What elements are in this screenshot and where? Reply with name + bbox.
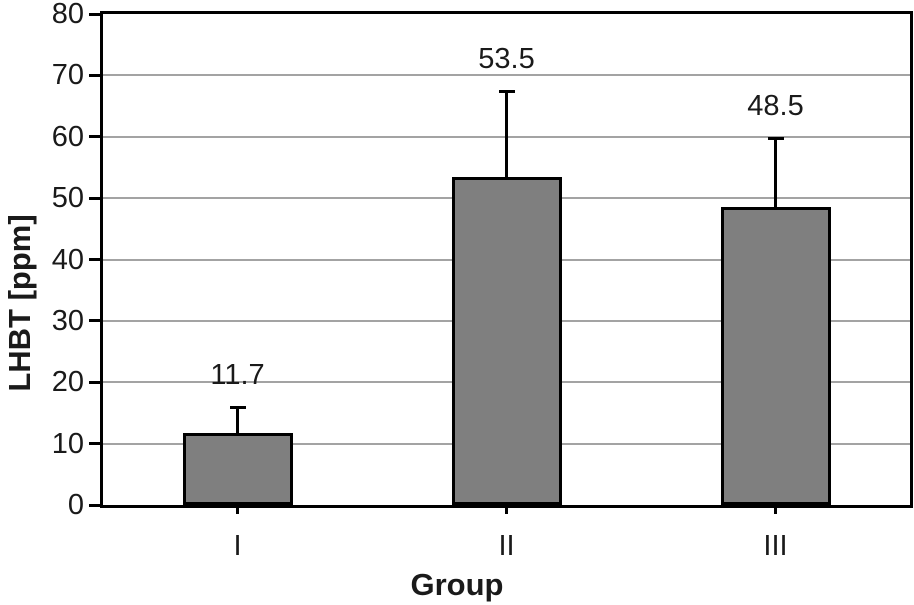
y-tick-label-70: 70 (51, 59, 84, 92)
bar-group-I (182, 433, 293, 505)
y-tick-mark-80 (89, 12, 100, 16)
y-tick-label-0: 0 (67, 489, 84, 521)
x-tick-label-II: II (498, 530, 515, 562)
error-bar-cap-I (229, 406, 246, 410)
gridline-70 (103, 74, 910, 77)
y-tick-mark-20 (89, 380, 100, 384)
x-tick-mark-III (774, 505, 777, 514)
value-label-III: 48.5 (747, 89, 804, 122)
y-tick-label-10: 10 (51, 427, 84, 460)
x-tick-label-I: I (233, 530, 242, 562)
y-tick-mark-60 (89, 135, 100, 139)
error-bar-cap-II (498, 90, 515, 94)
y-axis-title: LHBT [ppm] (2, 213, 37, 392)
y-tick-mark-10 (89, 442, 100, 446)
y-tick-label-50: 50 (51, 182, 84, 215)
y-tick-label-30: 30 (51, 304, 84, 337)
bar-group-II (451, 176, 562, 505)
x-axis-title: Group (410, 567, 504, 602)
y-tick-mark-40 (89, 258, 100, 261)
x-tick-mark-I (236, 505, 239, 514)
y-tick-mark-70 (89, 73, 100, 77)
value-label-II: 53.5 (478, 43, 535, 76)
error-bar-III (774, 136, 777, 208)
x-tick-mark-II (505, 505, 508, 514)
y-tick-label-80: 80 (51, 0, 84, 30)
value-label-I: 11.7 (210, 359, 265, 392)
y-tick-label-20: 20 (51, 366, 84, 399)
y-tick-label-60: 60 (51, 120, 84, 153)
plot-area: 11.7 53.5 48.5 (100, 11, 913, 508)
y-tick-mark-30 (89, 319, 100, 323)
error-bar-I (236, 406, 239, 434)
y-tick-label-40: 40 (51, 243, 84, 276)
error-bar-II (505, 90, 508, 177)
error-bar-cap-III (767, 136, 784, 140)
y-tick-mark-50 (89, 196, 100, 200)
y-tick-mark-0 (89, 503, 100, 507)
bar-group-III (720, 207, 831, 505)
x-tick-label-III: III (763, 530, 788, 562)
